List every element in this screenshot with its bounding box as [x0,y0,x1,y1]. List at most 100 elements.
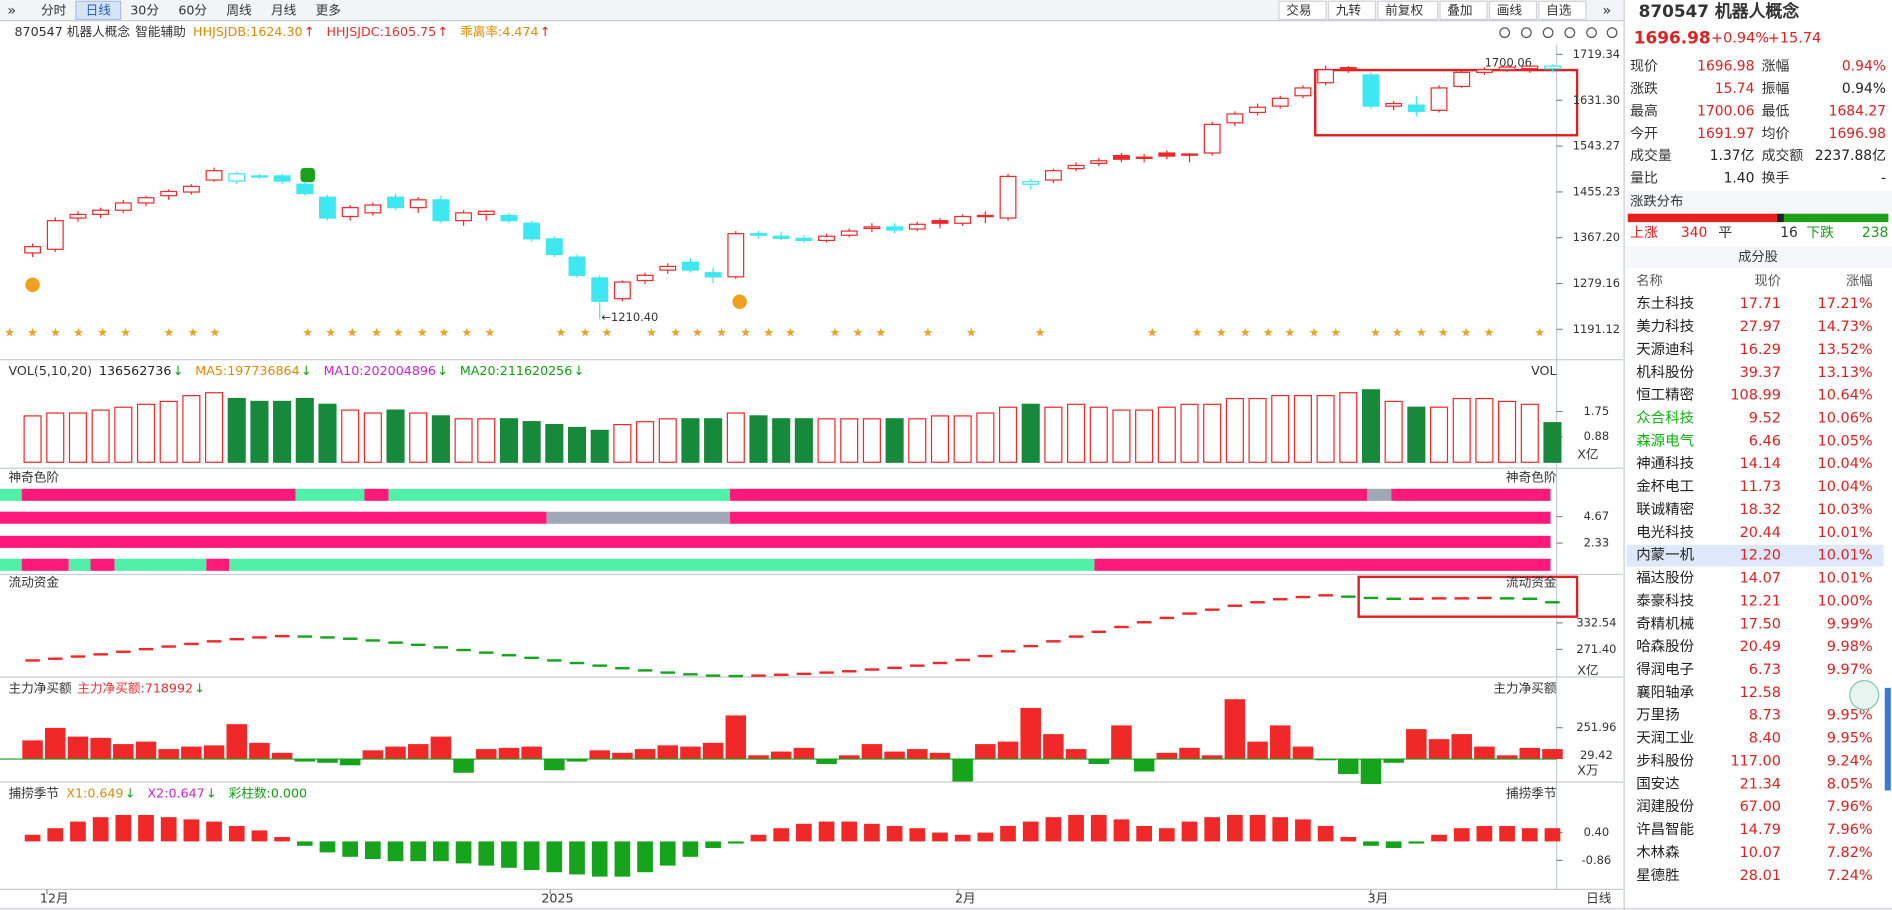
stock-name[interactable]: 金杯电工 [1636,478,1694,495]
column-header: 名称 [1636,273,1663,289]
stock-name[interactable]: 润建股份 [1636,798,1694,815]
panel-right-title: 主力净买额 [1493,681,1557,696]
panel-icons[interactable] [1499,27,1618,39]
stat-value: 15.74 [1715,81,1755,97]
toolbar-tab[interactable]: 30分 [130,2,159,17]
stock-name[interactable]: 内蒙一机 [1636,547,1694,564]
stock-name[interactable]: 神通科技 [1636,455,1694,472]
y-tick-label: 4.67 [1584,509,1610,523]
indicator-value: X2:0.647 [147,786,204,801]
volume-bar [454,418,473,463]
stock-name[interactable]: 泰豪科技 [1636,592,1694,609]
stat-label: 现价 [1630,58,1658,74]
stock-name[interactable]: 许昌智能 [1636,821,1694,838]
stock-name[interactable]: 哈森股份 [1636,638,1694,655]
toolbar-button-bg[interactable] [1488,0,1538,21]
toolbar-button[interactable]: 交易 [1286,2,1311,17]
net-buy-bar [430,736,452,760]
stock-name[interactable]: 得润电子 [1636,661,1694,678]
stock-price: 14.07 [1740,571,1781,587]
stock-name[interactable]: 万里扬 [1636,707,1679,724]
x-tick-label: 2月 [955,891,976,906]
volume-bar [862,418,881,463]
y-tick-label: -0.86 [1582,853,1612,867]
stock-name[interactable]: 步科股份 [1636,752,1694,769]
season-bar [115,814,132,842]
season-bar [1340,836,1357,842]
stock-name[interactable]: 木林森 [1636,844,1680,861]
candle-body [1067,164,1085,170]
stock-name[interactable]: 恒工精密 [1636,387,1694,404]
toolbar-button-bg[interactable] [1327,0,1377,21]
net-buy-bar [476,749,497,760]
stock-price: 39.37 [1740,365,1781,381]
star-icon: ★ [580,326,591,340]
stock-name[interactable]: 东土科技 [1636,295,1694,312]
candle-body [69,213,87,219]
toolbar-button-bg[interactable] [1377,0,1439,21]
toolbar-tab[interactable]: 更多 [316,2,341,17]
toolbar-tab[interactable]: 周线 [226,2,252,17]
season-bar [1544,828,1561,842]
indicator-value: MA20:211620256 [460,363,572,378]
net-buy-bar [952,759,973,782]
stock-name[interactable]: 美力科技 [1636,318,1694,335]
toolbar-button-bg[interactable] [1278,0,1327,21]
candle-body [1521,65,1539,70]
color-band [90,558,115,571]
x-tick-label: 2025 [541,891,573,906]
stock-name[interactable]: 机科股份 [1636,364,1694,381]
expand-icon[interactable]: » [7,3,16,19]
candle-body [772,235,790,239]
stock-name[interactable]: 森源电气 [1636,432,1694,449]
stock-name[interactable]: 星德胜 [1636,867,1679,884]
volume-bar [749,415,768,463]
toolbar-tab[interactable]: 日线 [86,2,112,17]
stock-name[interactable]: 众合科技 [1636,409,1694,426]
stock-name[interactable]: 襄阳轴承 [1636,684,1694,701]
toolbar-button[interactable]: 前复权 [1385,2,1423,17]
toolbar-button[interactable]: 自选 [1546,2,1572,17]
season-bar [47,828,64,842]
stock-name[interactable]: 联诚精密 [1636,501,1694,518]
row-highlight[interactable] [1626,544,1884,567]
star-icon: ★ [1484,326,1495,340]
net-buy-bar [1065,749,1087,760]
stock-name[interactable]: 天源迪科 [1636,341,1694,358]
signal-markers [25,167,747,309]
toolbar-tab-bg[interactable] [75,0,122,21]
assistant-icon[interactable] [1849,680,1880,711]
stock-price: 6.46 [1749,433,1781,449]
toolbar-button-bg[interactable] [1538,0,1587,21]
toolbar-button[interactable]: 九转 [1336,2,1362,17]
star-icon: ★ [4,326,15,340]
unit-label: X亿 [1577,662,1598,677]
net-buy-bar [498,747,520,760]
stock-name[interactable]: 电光科技 [1636,524,1694,541]
stock-name[interactable]: 国安达 [1636,775,1679,792]
toolbar-tab[interactable]: 60分 [178,2,207,17]
season-bar [591,841,608,877]
net-buy-bar [1201,755,1223,760]
candle-body [1453,71,1471,87]
volume-bar [1429,406,1449,463]
stock-price: 20.49 [1740,639,1781,655]
season-bar [410,841,427,862]
toolbar-button-bg[interactable] [1439,0,1488,21]
scrollbar[interactable] [1884,687,1891,791]
panel-title: 捕捞季节 [8,786,59,801]
stock-name[interactable]: 天润工业 [1636,730,1694,747]
indicator-value: MA5:197736864 [195,363,299,378]
toolbar-button[interactable]: 画线 [1497,2,1523,17]
assist-label[interactable]: 智能辅助 [135,24,186,39]
stock-name[interactable]: 奇精机械 [1636,615,1694,632]
toolbar-tab[interactable]: 月线 [271,2,297,17]
toolbar-tab[interactable]: 分时 [41,2,67,17]
season-bar [183,819,200,842]
toolbar-button[interactable]: 叠加 [1447,2,1472,17]
candle-body [1475,69,1493,73]
stock-name[interactable]: 福达股份 [1636,570,1694,587]
stat-value: 1700.06 [1697,103,1754,119]
collapse-icon[interactable]: » [1602,3,1611,19]
indicator-arrow: ↓ [574,363,585,378]
